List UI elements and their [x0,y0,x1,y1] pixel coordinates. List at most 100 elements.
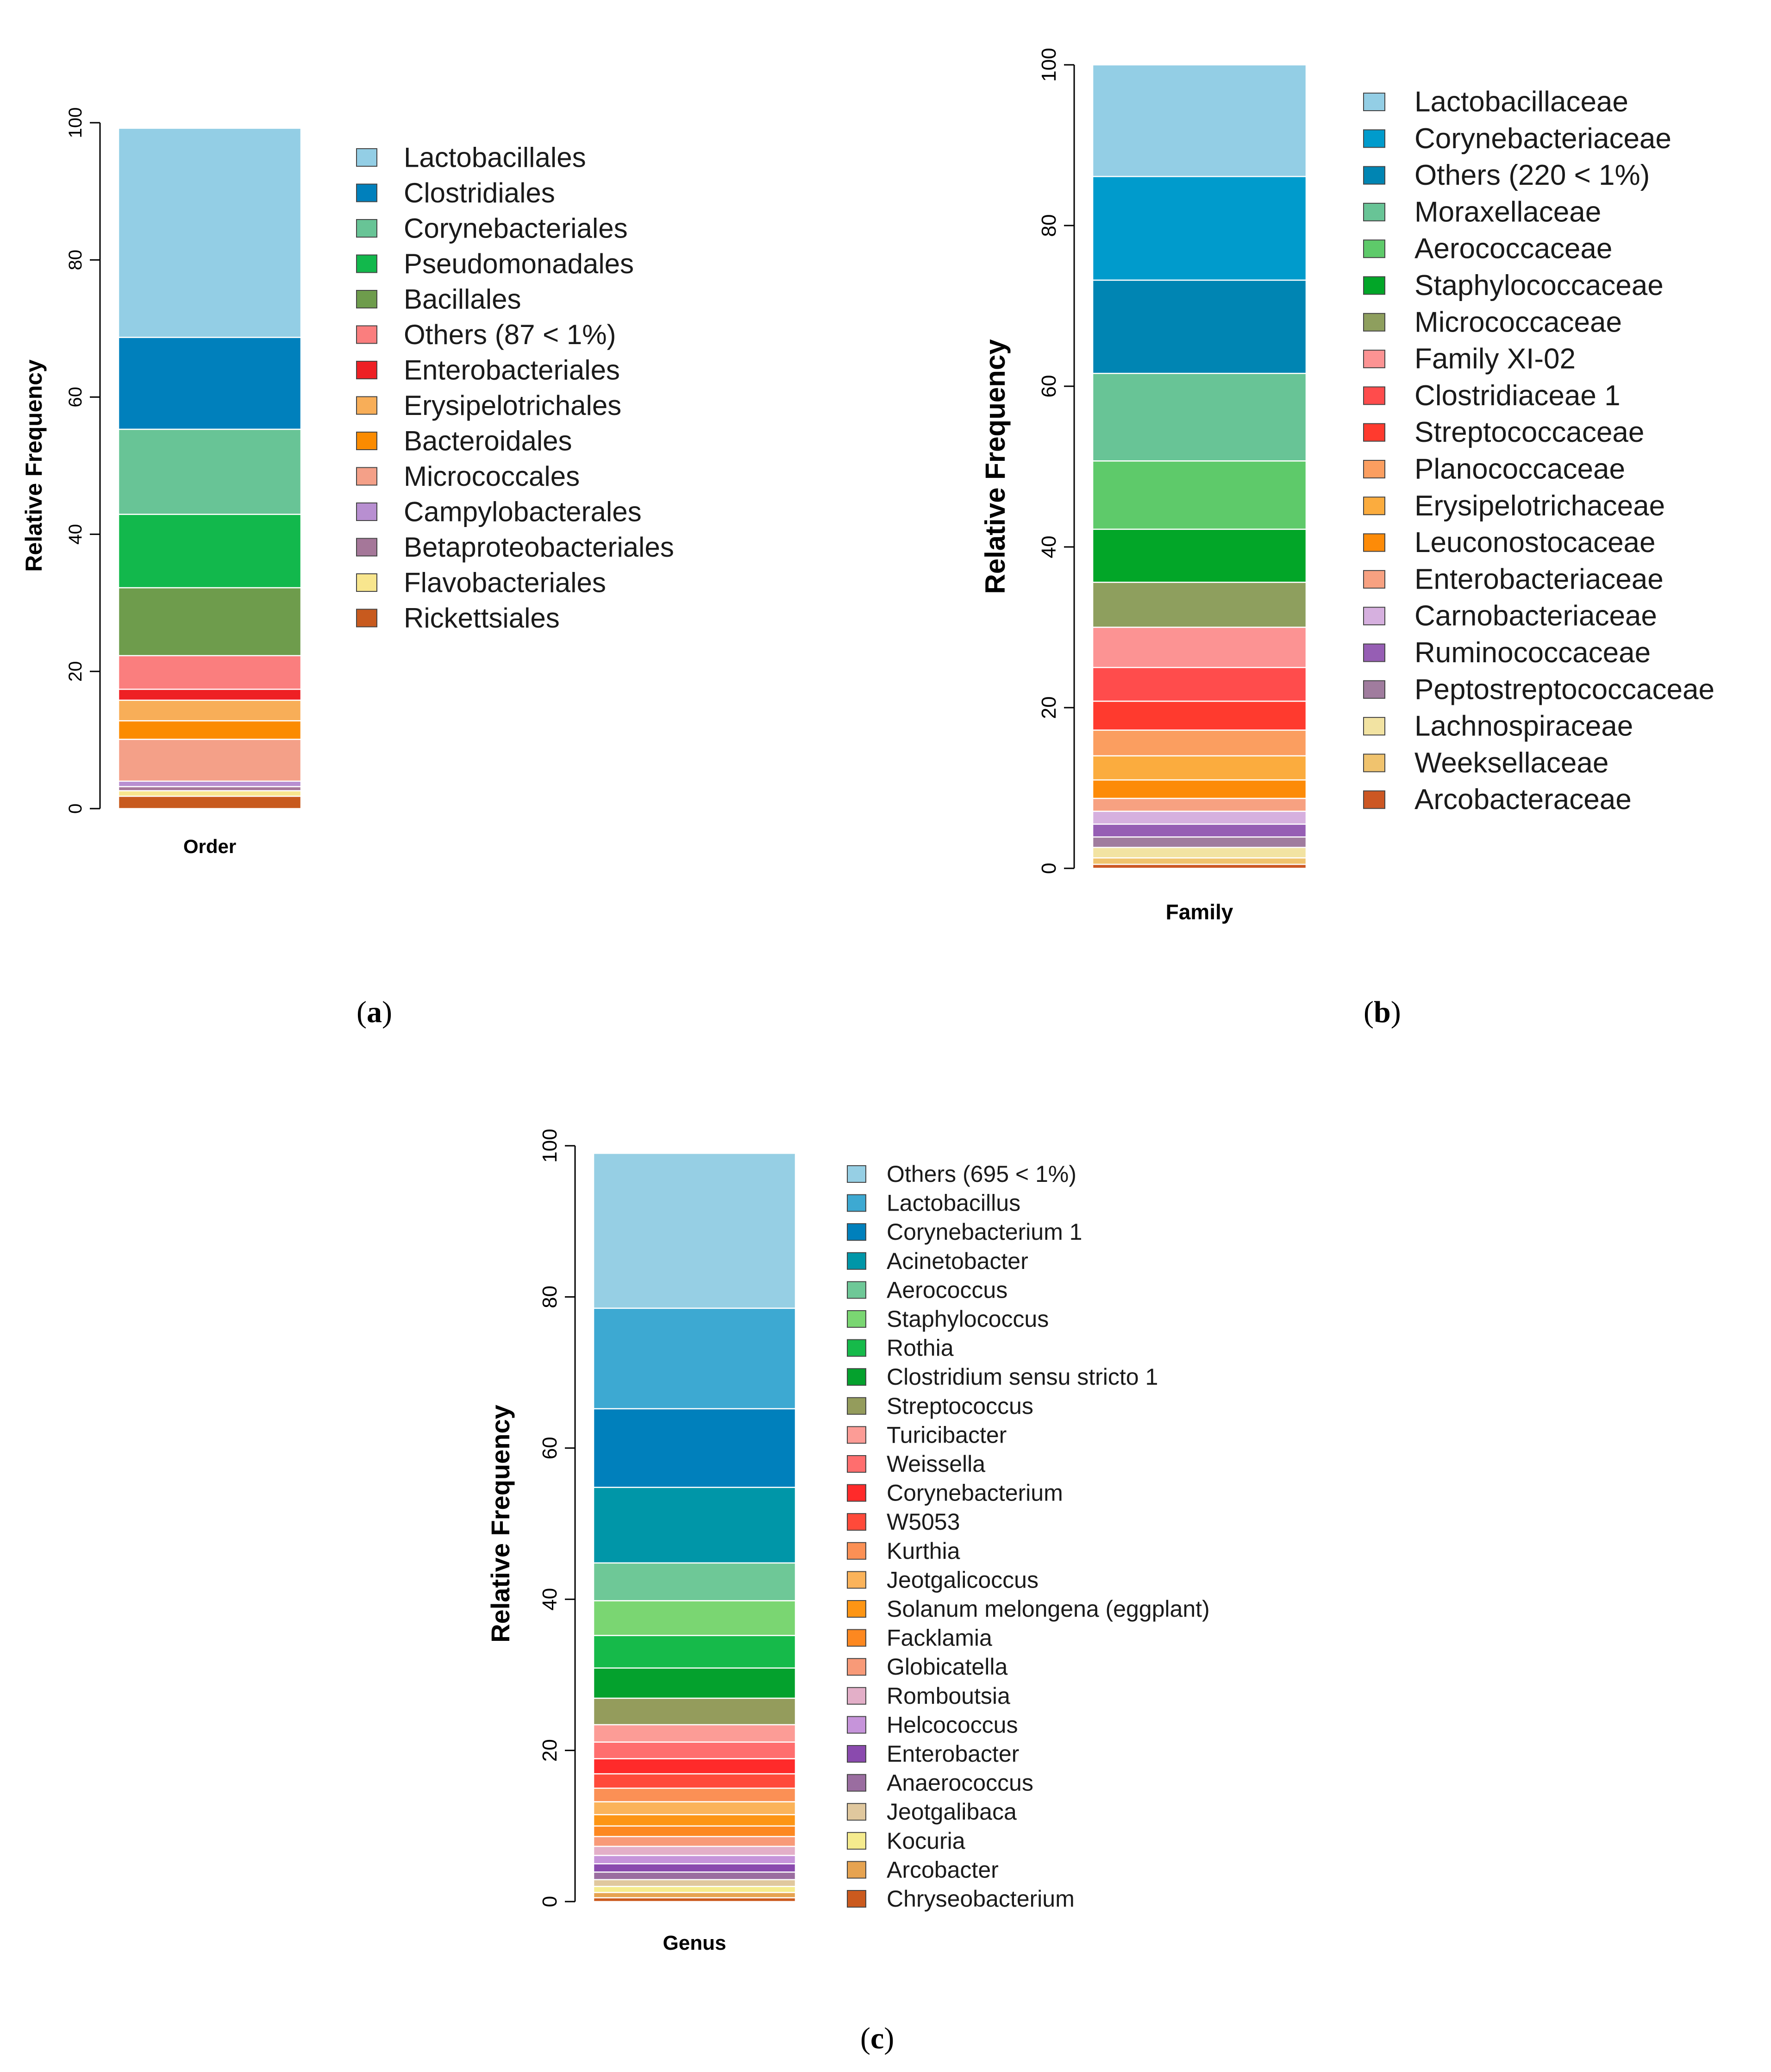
bar-segment-pseudomonadales [118,514,302,589]
legend-swatch-clostridium-sensu-stricto-1 [847,1368,866,1386]
y-tick-label: 80 [1038,214,1060,237]
legend-label-solanum-melongena-eggplant: Solanum melongena (eggplant) [887,1596,1210,1622]
bar-segment-kurthia [593,1787,796,1802]
bar-segment-clostridiales [118,337,302,430]
legend-label-helcococcus: Helcococcus [887,1712,1018,1738]
legend-swatch-kurthia [847,1542,866,1560]
bar-segment-lactobacillaceae [1092,64,1307,177]
legend-label-kurthia: Kurthia [887,1538,960,1564]
legend-swatch-corynebacterium-1 [847,1223,866,1241]
legend-swatch-kocuria [847,1832,866,1850]
legend-label-corynebacterium-1: Corynebacterium 1 [887,1219,1082,1245]
legend-swatch-aerococcaceae [1363,239,1385,258]
legend-label-lachnospiraceae: Lachnospiraceae [1414,710,1633,742]
y-tick-label: 0 [538,1896,561,1907]
legend-label-kocuria: Kocuria [887,1828,965,1854]
bar-segment-others-87-1 [118,655,302,690]
bar-segment-arcobacter [593,1892,796,1899]
legend-swatch-jeotgalicoccus [847,1571,866,1589]
bar-segment-rothia [593,1635,796,1669]
legend: Lactobacillales Clostridiales Corynebacter… [356,142,674,634]
legend-swatch-leuconostocaceae [1363,533,1385,552]
legend: Lactobacillaceae Corynebacteriaceae Others… [1363,86,1715,816]
legend-swatch-others-695-1 [847,1165,866,1183]
bar-segment-jeotgalicoccus [593,1801,796,1815]
bar-segment-flavobacteriales [118,790,302,797]
legend-label-rickettsiales: Rickettsiales [404,603,560,634]
bar-segment-w5053 [593,1773,796,1789]
bar-segment-campylobacterales [118,780,302,787]
legend-swatch-moraxellaceae [1363,202,1385,221]
legend-swatch-betaproteobacteriales [356,538,377,557]
legend-swatch-erysipelotrichales [356,396,377,415]
legend-swatch-helcococcus [847,1716,866,1734]
legend-label-moraxellaceae: Moraxellaceae [1414,196,1601,228]
legend-label-clostridiaceae-1: Clostridiaceae 1 [1414,380,1621,412]
legend-swatch-bacillales [356,290,377,308]
bar-segment-enterobacteriaceae [1092,797,1307,812]
bar-segment-arcobacteraceae [1092,864,1307,869]
legend-label-corynebacterium: Corynebacterium [887,1480,1063,1506]
bar-segment-others-220-1 [1092,279,1307,374]
bar-segment-clostridiaceae-1 [1092,667,1307,702]
legend-label-campylobacterales: Campylobacterales [404,496,642,527]
legend-swatch-peptostreptococcaceae [1363,680,1385,699]
legend-swatch-lactobacillales [356,148,377,167]
bar-segment-others-695-1 [593,1153,796,1309]
legend-label-aerococcus: Aerococcus [887,1277,1008,1303]
legend-swatch-arcobacter [847,1861,866,1879]
legend-label-acinetobacter: Acinetobacter [887,1248,1028,1274]
legend-swatch-staphylococcaceae [1363,276,1385,295]
legend-swatch-ruminococcaceae [1363,643,1385,662]
y-tick-label: 80 [65,250,86,270]
legend-swatch-chryseobacterium [847,1890,866,1908]
legend-label-micrococcales: Micrococcales [404,461,580,492]
legend: Others (695 < 1%) Lactobacillus Corynebact… [847,1161,1210,1912]
y-tick-label: 60 [538,1437,561,1459]
legend-swatch-family-xi-02 [1363,350,1385,369]
bar-segment-weissella [593,1741,796,1759]
legend-label-others-220-1: Others (220 < 1%) [1414,159,1650,191]
bar-segment-lactobacillales [118,127,302,338]
legend-label-corynebacteriaceae: Corynebacteriaceae [1414,123,1671,155]
legend-swatch-bacteroidales [356,432,377,450]
x-axis-label: Order [183,835,236,857]
legend-swatch-romboutsia [847,1687,866,1705]
legend-swatch-turicibacter [847,1426,866,1444]
bar-segment-leuconostocaceae [1092,779,1307,799]
legend-label-streptococcus: Streptococcus [887,1393,1033,1419]
legend-swatch-corynebacteriaceae [1363,129,1385,148]
legend-label-enterobacteriaceae: Enterobacteriaceae [1414,563,1664,595]
legend-swatch-others-220-1 [1363,166,1385,185]
y-tick-label: 40 [538,1588,561,1611]
y-tick-label: 80 [538,1286,561,1308]
bar-segment-chryseobacterium [593,1897,796,1902]
legend-label-arcobacter: Arcobacter [887,1857,999,1883]
x-axis-label: Family [1166,900,1233,924]
bar-segment-bacteroidales [118,720,302,740]
bar-segment-carnobacteriaceae [1092,810,1307,825]
y-axis-title: Relative Frequency [980,339,1011,594]
legend-label-pseudomonadales: Pseudomonadales [404,248,634,279]
legend-label-erysipelotrichales: Erysipelotrichales [404,390,621,421]
legend-swatch-planococcaceae [1363,460,1385,478]
bar-segment-jeotgalibaca [593,1879,796,1887]
bar-segment-streptococcus [593,1697,796,1726]
legend-label-leuconostocaceae: Leuconostocaceae [1414,527,1656,559]
bar-segment-bacillales [118,587,302,656]
y-tick-label: 100 [538,1129,561,1162]
y-axis-title: Relative Frequency [486,1405,515,1643]
legend-swatch-w5053 [847,1513,866,1531]
legend-label-romboutsia: Romboutsia [887,1683,1010,1709]
bar-segment-lachnospiraceae [1092,847,1307,859]
bar-segment-clostridium-sensu-stricto-1 [593,1667,796,1699]
bar-segment-corynebacterium-1 [593,1408,796,1488]
legend-label-clostridium-sensu-stricto-1: Clostridium sensu stricto 1 [887,1364,1158,1390]
bar-segment-weeksellaceae [1092,857,1307,865]
y-tick-label: 100 [65,107,86,138]
legend-label-planococcaceae: Planococcaceae [1414,453,1625,485]
bar-segment-peptostreptococcaceae [1092,836,1307,848]
y-tick-label: 100 [1038,48,1060,82]
legend-swatch-lactobacillus [847,1194,866,1212]
bar-segment-lactobacillus [593,1307,796,1410]
